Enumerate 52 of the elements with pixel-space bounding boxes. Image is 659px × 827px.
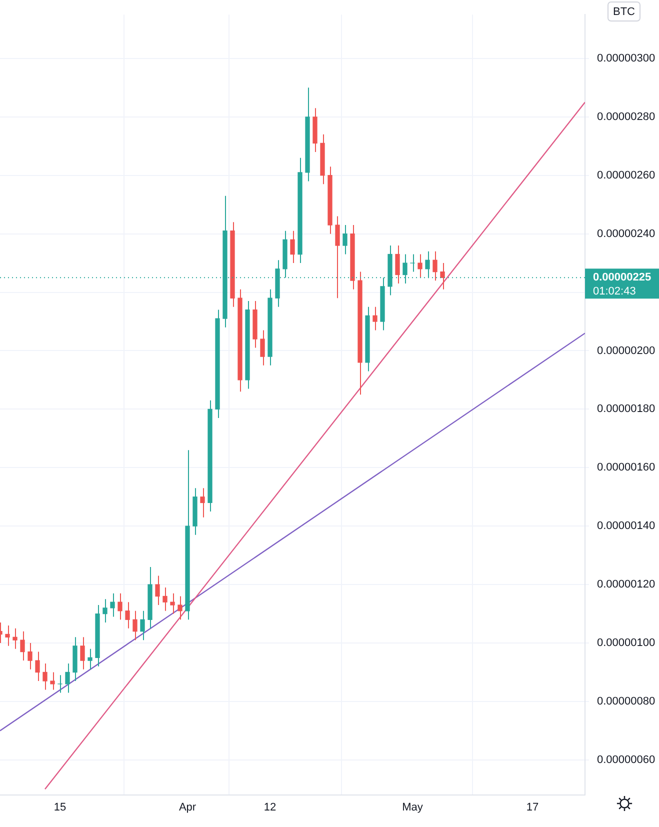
candlestick [42, 662, 48, 690]
candlestick [162, 586, 168, 612]
candlestick [155, 575, 160, 606]
candlestick [88, 648, 92, 670]
candlestick [28, 642, 32, 670]
y-tick-label: 0.00000280 [597, 110, 656, 123]
x-tick-label: Apr [178, 802, 196, 814]
candlestick [80, 636, 85, 670]
candlestick [395, 245, 400, 284]
candlestick [102, 598, 108, 624]
candlestick [342, 224, 348, 255]
candlestick [410, 254, 415, 272]
candlestick [110, 592, 115, 618]
y-tick-label: 0.00000060 [597, 754, 656, 766]
candlestick [260, 330, 265, 366]
y-tick-label: 0.00000260 [597, 169, 656, 182]
candlestick [12, 628, 18, 650]
candlestick [170, 592, 175, 614]
y-tick-label: 0.00000300 [597, 52, 656, 64]
candlestick [50, 672, 55, 690]
y-tick-label: 0.00000160 [597, 462, 656, 474]
candlestick [125, 602, 130, 629]
text: BTC [613, 6, 636, 18]
candlestick [200, 488, 205, 518]
x-tick-label: 12 [264, 802, 276, 814]
candlestick [372, 306, 378, 331]
candlestick [58, 674, 62, 694]
x-tick-label: 17 [526, 802, 539, 814]
x-tick-label: May [402, 802, 424, 814]
candlestick [335, 216, 340, 299]
candlestick [432, 250, 438, 282]
candlestick [118, 592, 122, 620]
ref-line-label: 0.00000225 [593, 272, 652, 284]
x-tick-label: 15 [54, 802, 66, 814]
y-tick-label: 0.00000200 [597, 344, 656, 357]
y-tick-label: 0.00000120 [597, 578, 656, 591]
y-tick-label: 0.00000100 [597, 637, 656, 650]
candlestick [140, 610, 145, 641]
candlestick [290, 230, 295, 264]
candlestick [5, 624, 10, 646]
candlestick [35, 651, 40, 682]
candlestick [178, 596, 182, 620]
candlestick [20, 630, 25, 662]
candlestick [65, 662, 70, 694]
candlestick [440, 262, 445, 290]
y-tick-label: 0.00000140 [597, 520, 656, 532]
text: 01:02:43 [593, 286, 636, 298]
y-tick-label: 0.00000080 [597, 696, 656, 708]
candlestick [132, 610, 138, 641]
y-tick-label: 0.00000180 [597, 403, 656, 416]
y-tick-label: 0.00000240 [597, 228, 656, 240]
candlestick [418, 254, 422, 278]
